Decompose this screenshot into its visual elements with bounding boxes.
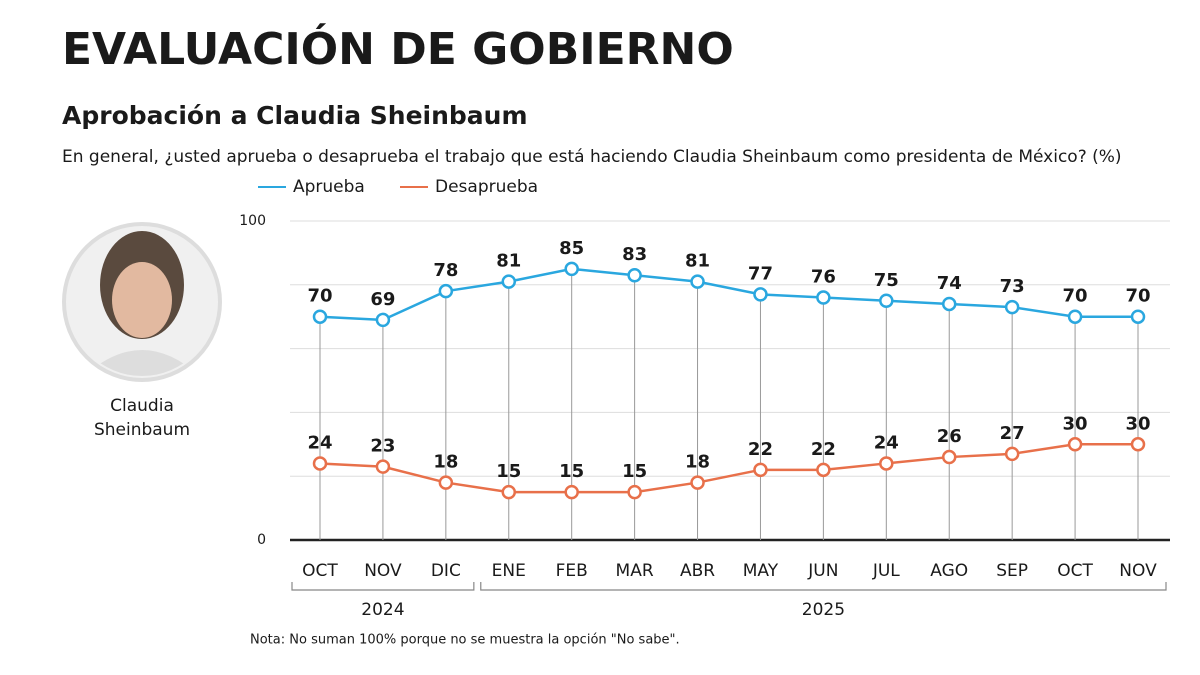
x-tick-label: DIC — [431, 561, 461, 581]
data-label: 15 — [622, 461, 647, 482]
photo — [62, 222, 222, 382]
group-bracket — [291, 582, 475, 591]
data-point — [690, 274, 705, 289]
data-point — [312, 309, 328, 324]
data-label: 15 — [559, 461, 584, 482]
data-point — [564, 261, 579, 277]
data-point — [564, 484, 579, 500]
data-label: 73 — [1000, 276, 1025, 297]
chart-subtitle: Aprobación a Claudia Sheinbaum — [62, 101, 528, 130]
data-point — [627, 267, 642, 283]
data-label: 30 — [1125, 413, 1150, 434]
data-label: 70 — [307, 286, 332, 307]
photo-caption: Sheinbaum — [94, 420, 190, 440]
data-point — [1067, 437, 1083, 452]
data-label: 22 — [811, 439, 836, 460]
data-label: 83 — [622, 244, 647, 265]
data-point — [438, 283, 454, 299]
data-label: 30 — [1063, 413, 1088, 434]
data-label: 75 — [874, 270, 899, 291]
data-point — [627, 484, 642, 500]
x-tick-label: AGO — [930, 561, 968, 581]
data-label: 18 — [685, 452, 710, 473]
data-label: 24 — [307, 432, 332, 453]
data-point — [941, 449, 957, 465]
x-tick-label: JUL — [872, 561, 900, 581]
x-tick-label: MAY — [743, 561, 779, 581]
data-point — [1067, 309, 1083, 324]
data-label: 70 — [1063, 286, 1088, 307]
x-tick-label: OCT — [302, 561, 338, 581]
data-point — [1004, 299, 1020, 315]
x-tick-label: NOV — [364, 561, 402, 581]
photo-caption: Claudia — [110, 396, 174, 416]
data-point — [375, 459, 391, 474]
data-point — [312, 456, 328, 471]
data-point — [690, 475, 705, 490]
data-label: 81 — [496, 251, 521, 272]
data-point — [1004, 446, 1020, 462]
data-label: 15 — [496, 461, 521, 482]
x-tick-label: MAR — [616, 561, 654, 581]
data-point — [501, 274, 517, 289]
note: Nota: No suman 100% porque no se muestra… — [250, 633, 680, 648]
data-label: 76 — [811, 267, 836, 288]
group-bracket — [480, 582, 1167, 591]
data-label: 69 — [370, 289, 395, 310]
data-point — [816, 290, 831, 305]
data-label: 74 — [937, 273, 962, 294]
data-point — [375, 312, 391, 328]
series-line — [319, 267, 1138, 322]
x-tick-label: SEP — [996, 561, 1028, 581]
data-point — [879, 456, 894, 471]
legend-label: Desaprueba — [435, 177, 538, 197]
data-label: 27 — [1000, 423, 1025, 444]
data-label: 78 — [433, 260, 458, 281]
data-point — [1130, 437, 1146, 452]
data-label: 26 — [937, 426, 962, 447]
data-label: 85 — [559, 238, 584, 259]
legend-label: Aprueba — [293, 177, 365, 197]
x-tick-label: FEB — [556, 561, 588, 581]
x-tick-label: ENE — [492, 561, 526, 581]
x-tick-label: ABR — [680, 561, 715, 581]
data-label: 70 — [1125, 286, 1150, 307]
data-label: 22 — [748, 439, 773, 460]
data-point — [941, 296, 957, 312]
data-label: 23 — [370, 436, 395, 457]
chart-title: EVALUACIÓN DE GOBIERNO — [62, 22, 734, 75]
data-label: 24 — [874, 432, 899, 453]
data-point — [501, 484, 517, 500]
question: En general, ¿usted aprueba o desaprueba … — [62, 147, 1122, 167]
group-label: 2025 — [802, 600, 845, 620]
group-label: 2024 — [361, 600, 404, 620]
data-point — [879, 293, 894, 308]
data-label: 77 — [748, 263, 773, 284]
series-line — [319, 443, 1138, 494]
x-tick-label: OCT — [1057, 561, 1093, 581]
data-point — [438, 475, 454, 490]
data-point — [816, 462, 831, 478]
y-tick-label: 100 — [239, 213, 266, 229]
data-label: 18 — [433, 452, 458, 473]
x-tick-label: NOV — [1119, 561, 1157, 581]
data-point — [1130, 309, 1146, 324]
data-point — [753, 287, 768, 302]
data-label: 81 — [685, 251, 710, 272]
y-tick-label: 0 — [257, 532, 266, 548]
portrait — [80, 231, 204, 376]
x-tick-label: JUN — [807, 561, 838, 581]
data-point — [753, 462, 768, 478]
